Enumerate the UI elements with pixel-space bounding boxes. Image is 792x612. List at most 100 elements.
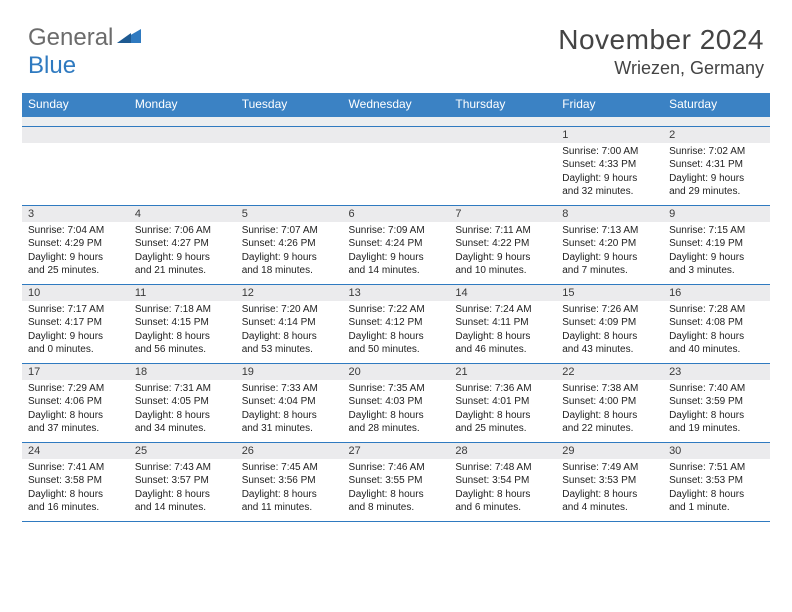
calendar-day-cell: 1Sunrise: 7:00 AMSunset: 4:33 PMDaylight… bbox=[556, 126, 663, 205]
page-header: General November 2024 Wriezen, Germany bbox=[0, 0, 792, 89]
day-number: 25 bbox=[129, 443, 236, 459]
day-details: Sunrise: 7:02 AMSunset: 4:31 PMDaylight:… bbox=[663, 143, 770, 205]
calendar-day-cell: 4Sunrise: 7:06 AMSunset: 4:27 PMDaylight… bbox=[129, 205, 236, 284]
day-number: 14 bbox=[449, 285, 556, 301]
day-number: 6 bbox=[343, 206, 450, 222]
day-number: 3 bbox=[22, 206, 129, 222]
day-details: Sunrise: 7:20 AMSunset: 4:14 PMDaylight:… bbox=[236, 301, 343, 363]
day-details: Sunrise: 7:36 AMSunset: 4:01 PMDaylight:… bbox=[449, 380, 556, 442]
calendar-day-cell: 5Sunrise: 7:07 AMSunset: 4:26 PMDaylight… bbox=[236, 205, 343, 284]
day-number: 22 bbox=[556, 364, 663, 380]
calendar-day-cell: 28Sunrise: 7:48 AMSunset: 3:54 PMDayligh… bbox=[449, 442, 556, 521]
calendar-day-cell: 26Sunrise: 7:45 AMSunset: 3:56 PMDayligh… bbox=[236, 442, 343, 521]
day-header: Tuesday bbox=[236, 93, 343, 116]
day-number: 8 bbox=[556, 206, 663, 222]
calendar-day-cell: 6Sunrise: 7:09 AMSunset: 4:24 PMDaylight… bbox=[343, 205, 450, 284]
calendar-table: SundayMondayTuesdayWednesdayThursdayFrid… bbox=[22, 93, 770, 522]
calendar-day-cell: 18Sunrise: 7:31 AMSunset: 4:05 PMDayligh… bbox=[129, 363, 236, 442]
day-number: 26 bbox=[236, 443, 343, 459]
day-details: Sunrise: 7:22 AMSunset: 4:12 PMDaylight:… bbox=[343, 301, 450, 363]
day-details: Sunrise: 7:41 AMSunset: 3:58 PMDaylight:… bbox=[22, 459, 129, 521]
day-details: Sunrise: 7:48 AMSunset: 3:54 PMDaylight:… bbox=[449, 459, 556, 521]
day-number: 11 bbox=[129, 285, 236, 301]
day-details: Sunrise: 7:09 AMSunset: 4:24 PMDaylight:… bbox=[343, 222, 450, 284]
day-header: Wednesday bbox=[343, 93, 450, 116]
day-details: Sunrise: 7:13 AMSunset: 4:20 PMDaylight:… bbox=[556, 222, 663, 284]
day-number: 24 bbox=[22, 443, 129, 459]
day-number: 19 bbox=[236, 364, 343, 380]
day-number: 16 bbox=[663, 285, 770, 301]
calendar-day-cell: 27Sunrise: 7:46 AMSunset: 3:55 PMDayligh… bbox=[343, 442, 450, 521]
day-header: Thursday bbox=[449, 93, 556, 116]
calendar-day-cell: 7Sunrise: 7:11 AMSunset: 4:22 PMDaylight… bbox=[449, 205, 556, 284]
calendar-day-cell: 25Sunrise: 7:43 AMSunset: 3:57 PMDayligh… bbox=[129, 442, 236, 521]
calendar-empty-cell bbox=[343, 126, 450, 205]
calendar-body: 1Sunrise: 7:00 AMSunset: 4:33 PMDaylight… bbox=[22, 116, 770, 521]
logo: General bbox=[28, 24, 143, 52]
calendar-day-cell: 10Sunrise: 7:17 AMSunset: 4:17 PMDayligh… bbox=[22, 284, 129, 363]
calendar-day-cell: 19Sunrise: 7:33 AMSunset: 4:04 PMDayligh… bbox=[236, 363, 343, 442]
day-details: Sunrise: 7:40 AMSunset: 3:59 PMDaylight:… bbox=[663, 380, 770, 442]
calendar-week-row: 3Sunrise: 7:04 AMSunset: 4:29 PMDaylight… bbox=[22, 205, 770, 284]
day-details: Sunrise: 7:51 AMSunset: 3:53 PMDaylight:… bbox=[663, 459, 770, 521]
day-details: Sunrise: 7:07 AMSunset: 4:26 PMDaylight:… bbox=[236, 222, 343, 284]
day-details: Sunrise: 7:17 AMSunset: 4:17 PMDaylight:… bbox=[22, 301, 129, 363]
calendar-day-cell: 22Sunrise: 7:38 AMSunset: 4:00 PMDayligh… bbox=[556, 363, 663, 442]
calendar-empty-cell bbox=[236, 126, 343, 205]
day-number: 4 bbox=[129, 206, 236, 222]
calendar-day-cell: 24Sunrise: 7:41 AMSunset: 3:58 PMDayligh… bbox=[22, 442, 129, 521]
day-number: 15 bbox=[556, 285, 663, 301]
day-header: Sunday bbox=[22, 93, 129, 116]
calendar-day-cell: 23Sunrise: 7:40 AMSunset: 3:59 PMDayligh… bbox=[663, 363, 770, 442]
day-number: 23 bbox=[663, 364, 770, 380]
calendar-empty-cell bbox=[22, 126, 129, 205]
calendar-day-cell: 13Sunrise: 7:22 AMSunset: 4:12 PMDayligh… bbox=[343, 284, 450, 363]
logo-triangle-icon bbox=[117, 25, 141, 48]
day-number: 1 bbox=[556, 127, 663, 143]
calendar-day-cell: 29Sunrise: 7:49 AMSunset: 3:53 PMDayligh… bbox=[556, 442, 663, 521]
logo-text-blue: Blue bbox=[28, 52, 76, 79]
day-number: 9 bbox=[663, 206, 770, 222]
day-details: Sunrise: 7:38 AMSunset: 4:00 PMDaylight:… bbox=[556, 380, 663, 442]
calendar-day-cell: 21Sunrise: 7:36 AMSunset: 4:01 PMDayligh… bbox=[449, 363, 556, 442]
day-details: Sunrise: 7:11 AMSunset: 4:22 PMDaylight:… bbox=[449, 222, 556, 284]
calendar-day-cell: 16Sunrise: 7:28 AMSunset: 4:08 PMDayligh… bbox=[663, 284, 770, 363]
day-details: Sunrise: 7:43 AMSunset: 3:57 PMDaylight:… bbox=[129, 459, 236, 521]
calendar-day-cell: 30Sunrise: 7:51 AMSunset: 3:53 PMDayligh… bbox=[663, 442, 770, 521]
calendar-week-row: 10Sunrise: 7:17 AMSunset: 4:17 PMDayligh… bbox=[22, 284, 770, 363]
day-number: 7 bbox=[449, 206, 556, 222]
day-number: 12 bbox=[236, 285, 343, 301]
day-details: Sunrise: 7:28 AMSunset: 4:08 PMDaylight:… bbox=[663, 301, 770, 363]
day-details: Sunrise: 7:04 AMSunset: 4:29 PMDaylight:… bbox=[22, 222, 129, 284]
calendar-day-cell: 2Sunrise: 7:02 AMSunset: 4:31 PMDaylight… bbox=[663, 126, 770, 205]
day-header: Monday bbox=[129, 93, 236, 116]
day-details: Sunrise: 7:26 AMSunset: 4:09 PMDaylight:… bbox=[556, 301, 663, 363]
day-details: Sunrise: 7:45 AMSunset: 3:56 PMDaylight:… bbox=[236, 459, 343, 521]
day-number: 13 bbox=[343, 285, 450, 301]
day-header: Friday bbox=[556, 93, 663, 116]
location-label: Wriezen, Germany bbox=[558, 58, 764, 79]
calendar-week-row: 24Sunrise: 7:41 AMSunset: 3:58 PMDayligh… bbox=[22, 442, 770, 521]
calendar-day-cell: 20Sunrise: 7:35 AMSunset: 4:03 PMDayligh… bbox=[343, 363, 450, 442]
logo-text-general: General bbox=[28, 24, 113, 52]
calendar-day-cell: 15Sunrise: 7:26 AMSunset: 4:09 PMDayligh… bbox=[556, 284, 663, 363]
calendar-day-cell: 17Sunrise: 7:29 AMSunset: 4:06 PMDayligh… bbox=[22, 363, 129, 442]
calendar-empty-cell bbox=[449, 126, 556, 205]
day-header: Saturday bbox=[663, 93, 770, 116]
day-number: 17 bbox=[22, 364, 129, 380]
day-details: Sunrise: 7:46 AMSunset: 3:55 PMDaylight:… bbox=[343, 459, 450, 521]
day-number: 20 bbox=[343, 364, 450, 380]
month-title: November 2024 bbox=[558, 24, 764, 56]
calendar-day-cell: 3Sunrise: 7:04 AMSunset: 4:29 PMDaylight… bbox=[22, 205, 129, 284]
title-block: November 2024 Wriezen, Germany bbox=[558, 24, 764, 79]
blank-row bbox=[22, 116, 770, 126]
day-number: 10 bbox=[22, 285, 129, 301]
day-details: Sunrise: 7:24 AMSunset: 4:11 PMDaylight:… bbox=[449, 301, 556, 363]
day-details: Sunrise: 7:29 AMSunset: 4:06 PMDaylight:… bbox=[22, 380, 129, 442]
calendar-day-cell: 8Sunrise: 7:13 AMSunset: 4:20 PMDaylight… bbox=[556, 205, 663, 284]
day-header-row: SundayMondayTuesdayWednesdayThursdayFrid… bbox=[22, 93, 770, 116]
day-details: Sunrise: 7:33 AMSunset: 4:04 PMDaylight:… bbox=[236, 380, 343, 442]
day-number: 28 bbox=[449, 443, 556, 459]
day-details: Sunrise: 7:06 AMSunset: 4:27 PMDaylight:… bbox=[129, 222, 236, 284]
day-number: 27 bbox=[343, 443, 450, 459]
